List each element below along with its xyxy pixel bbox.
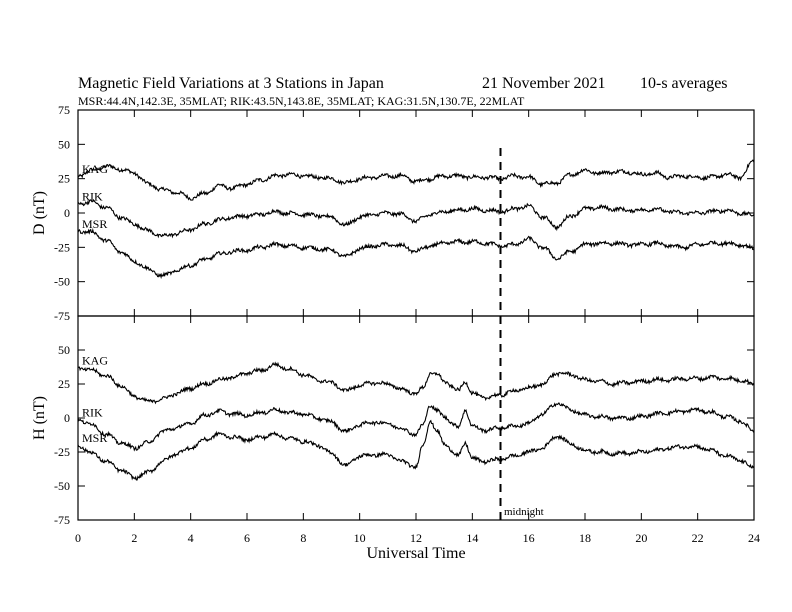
x-axis-title: Universal Time [366,545,465,562]
h-ytick-label: 0 [64,411,70,425]
d-series-label-rik: RIK [82,189,103,203]
d-series-label-msr: MSR [82,217,107,231]
x-tick-label: 20 [635,531,647,545]
x-tick-label: 4 [188,531,194,545]
h-series-msr [77,419,755,481]
h-series-label-kag: KAG [82,354,108,368]
d-panel-frame [77,109,755,317]
x-tick-label: 2 [131,531,137,545]
d-ytick-label: 0 [64,206,70,220]
h-ytick-label: 25 [58,377,70,391]
d-ytick-label: -75 [54,309,70,323]
h-series-kag [77,361,755,405]
h-ytick-label: -75 [54,513,70,527]
h-panel-frame [77,315,755,521]
d-series-rik [77,198,755,239]
h-series-label-msr: MSR [82,431,107,445]
h-series-label-rik: RIK [82,405,103,419]
d-ytick-label: 75 [58,103,70,117]
x-tick-label: 22 [692,531,704,545]
x-tick-label: 8 [300,531,306,545]
d-axis-title: D (nT) [31,191,48,235]
d-series-msr [77,227,755,280]
x-tick-label: 18 [579,531,591,545]
x-tick-label: 6 [244,531,250,545]
h-ytick-label: 50 [58,343,70,357]
d-panel: 75 50 25 0 -25 -50 -75 KAG RIK MSR [54,103,755,323]
h-axis-title: H (nT) [31,396,48,440]
d-ytick-label: 25 [58,172,70,186]
h-series-rik [77,402,755,452]
h-ytick-label: -50 [54,479,70,493]
d-series-label-kag: KAG [82,162,108,176]
h-panel: 50 25 0 -25 -50 -75 KAG RIK MSR [54,316,755,527]
x-tick-label: 16 [523,531,535,545]
x-tick-label: 10 [354,531,366,545]
x-tick-label: 12 [410,531,422,545]
d-series-kag [77,159,755,201]
figure-averaging: 10-s averages [640,75,728,92]
d-ytick-label: -50 [54,275,70,289]
station-coordinates: MSR:44.4N,142.3E, 35MLAT; RIK:43.5N,143.… [78,94,525,108]
h-ytick-label: -25 [54,445,70,459]
figure-date: 21 November 2021 [482,75,606,92]
midnight-label: midnight [504,506,544,518]
d-ytick-label: -25 [54,240,70,254]
x-tick-label: 24 [748,531,760,545]
figure-title: Magnetic Field Variations at 3 Stations … [78,75,384,92]
d-ytick-label: 50 [58,137,70,151]
x-axis: 0 2 4 6 8 10 12 14 16 18 20 22 24 [75,531,760,545]
x-tick-label: 14 [466,531,478,545]
x-tick-label: 0 [75,531,81,545]
